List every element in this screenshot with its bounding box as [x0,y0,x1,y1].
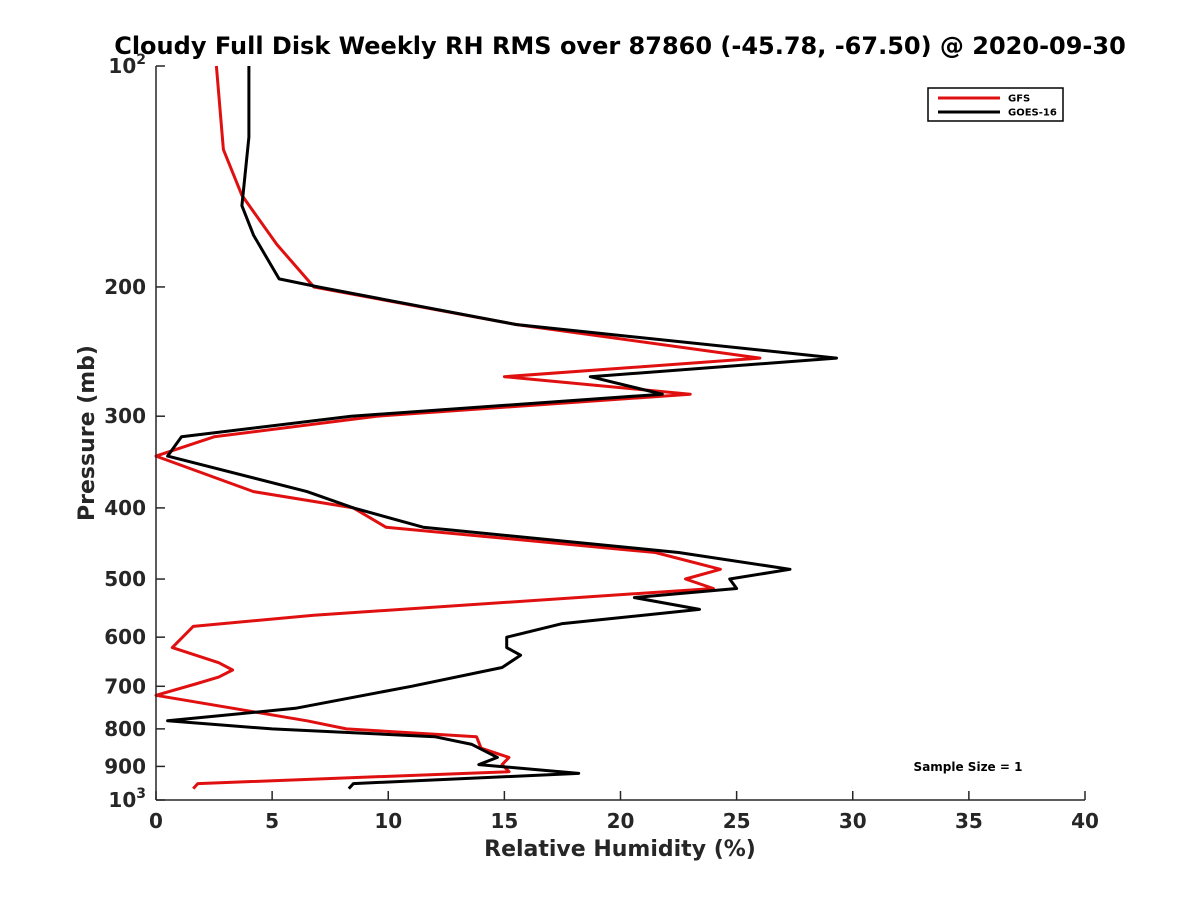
y-tick-label: 600 [104,625,146,649]
x-tick-label: 40 [1071,809,1099,833]
y-tick-label: 900 [104,754,146,778]
legend-box [927,87,1064,122]
y-tick-label: 500 [104,567,146,591]
sample-size-annotation: Sample Size = 1 [914,760,1023,774]
y-tick-label: 200 [104,275,146,299]
plot-background [156,66,1085,800]
x-tick-label: 15 [490,809,518,833]
legend: GFS GOES-16 [927,87,1064,122]
plot-area [156,66,1085,800]
y-tick-label: 800 [104,717,146,741]
x-axis-label: Relative Humidity (%) [484,837,756,862]
chart-title: Cloudy Full Disk Weekly RH RMS over 8786… [114,32,1126,60]
y-axis-label: Pressure (mb) [75,345,100,521]
x-tick-label: 10 [374,809,402,833]
axes: 0 5 10 15 20 25 30 35 40 102 200 300 400 500 600 700 800… [104,52,1099,833]
x-tick-label: 25 [723,809,751,833]
legend-entry-label: GFS [1008,94,1030,105]
y-tick-label: 400 [104,496,146,520]
series-line-gfs [154,65,762,790]
y-tick-label: 103 [108,786,146,812]
legend-entry-label: GOES-16 [1008,108,1057,119]
x-tick-label: 35 [955,809,983,833]
y-tick-label: 700 [104,674,146,698]
y-tick-label: 300 [104,404,146,428]
x-tick-label: 5 [265,809,279,833]
y-tick-label: 102 [108,52,146,78]
x-tick-label: 0 [149,809,163,833]
series-layer [154,65,838,790]
series-line-goes-16 [166,66,838,790]
x-tick-label: 30 [839,809,867,833]
x-tick-label: 20 [607,809,635,833]
